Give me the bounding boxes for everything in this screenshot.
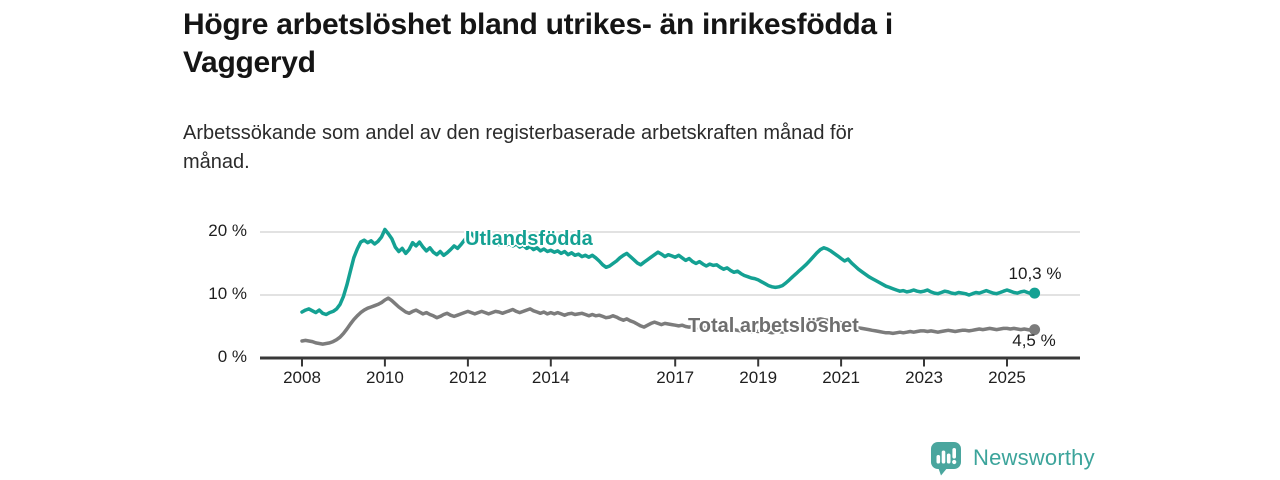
brand-name: Newsworthy bbox=[973, 445, 1095, 470]
bar-chart-speech-bubble-icon bbox=[931, 442, 961, 476]
end-value-label-total-arbetsloshet: 4,5 % bbox=[1012, 331, 1056, 350]
x-axis-label: 2025 bbox=[988, 368, 1026, 387]
chart-subtitle: Arbetssökande som andel av den registerb… bbox=[183, 122, 854, 173]
x-axis-label: 2021 bbox=[822, 368, 861, 387]
x-axis-label: 2023 bbox=[905, 368, 943, 387]
x-axis-label: 2010 bbox=[366, 368, 404, 387]
series-line-utlandsfodda bbox=[300, 227, 1037, 317]
x-axis-label: 2014 bbox=[531, 368, 570, 387]
x-axis-label: 2017 bbox=[656, 368, 695, 387]
series-line-total-arbetsloshet bbox=[300, 296, 1037, 346]
x-axis-label: 2012 bbox=[448, 368, 487, 387]
y-axis-label: 10 % bbox=[208, 284, 247, 303]
series-end-dot-utlandsfodda bbox=[1029, 287, 1041, 299]
x-axis-label: 2019 bbox=[739, 368, 778, 387]
newsworthy-brand: Newsworthy bbox=[929, 440, 1095, 476]
series-end-dot-total-arbetsloshet bbox=[1029, 324, 1041, 336]
series-label-total-arbetsloshet: Total arbetslöshet bbox=[688, 315, 859, 337]
end-value-label-utlandsfodda: 10,3 % bbox=[1008, 264, 1062, 283]
series-label-utlandsfodda: Utlandsfödda bbox=[465, 228, 593, 250]
y-axis-label: 20 % bbox=[208, 221, 247, 240]
page-title: Högre arbetslöshet bland utrikes- än inr… bbox=[183, 8, 893, 79]
x-axis-tick-marks bbox=[301, 358, 1008, 367]
x-axis-label: 2008 bbox=[283, 368, 321, 387]
y-axis-label: 0 % bbox=[217, 347, 247, 366]
gridlines bbox=[260, 231, 1080, 296]
